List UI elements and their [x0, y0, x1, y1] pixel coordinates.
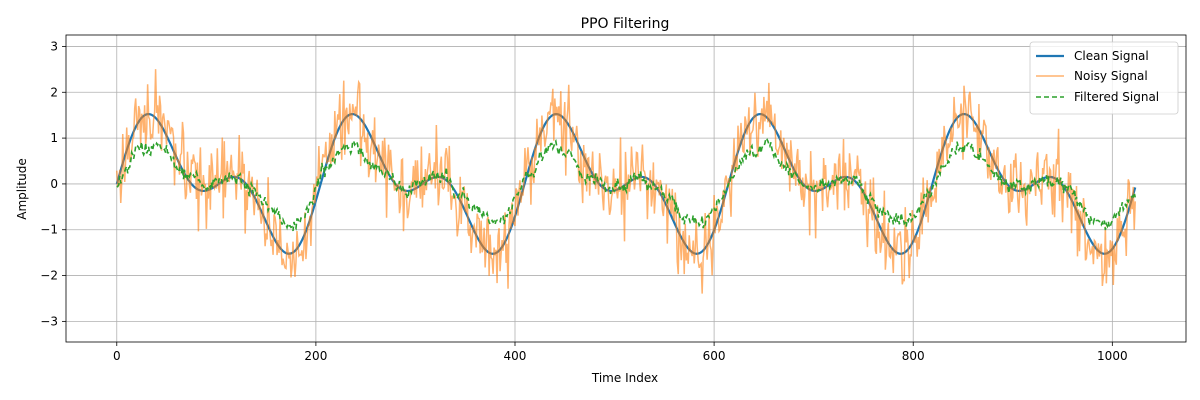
x-axis-label: Time Index	[591, 371, 658, 385]
y-tick-label: 0	[50, 177, 58, 191]
x-tick-label: 0	[113, 349, 121, 363]
chart-title: PPO Filtering	[581, 16, 670, 32]
legend-label-filtered: Filtered Signal	[1074, 90, 1159, 104]
y-tick-label: 2	[50, 85, 58, 99]
y-axis-label: Amplitude	[15, 158, 29, 220]
x-tick-label: 800	[902, 349, 925, 363]
y-tick-label: −3	[40, 314, 58, 328]
x-tick-label: 200	[304, 349, 327, 363]
plot-frame	[65, 34, 1187, 343]
x-tick-label: 600	[703, 349, 726, 363]
x-tick-label: 400	[504, 349, 527, 363]
y-tick-label: 1	[50, 131, 58, 145]
y-tick-label: 3	[50, 39, 58, 53]
legend-label-clean: Clean Signal	[1074, 49, 1149, 63]
legend-box	[1029, 41, 1179, 115]
y-tick-label: −2	[40, 269, 58, 283]
axis-ticks: 0 200 400 600 800 1000 −3 −2 −1 0 1 2 3	[40, 39, 1127, 363]
legend: Clean Signal Noisy Signal Filtered Signa…	[1029, 41, 1179, 115]
series-filtered-signal	[116, 136, 1137, 232]
legend-label-noisy: Noisy Signal	[1074, 69, 1148, 83]
series-noisy-signal	[116, 69, 1136, 294]
y-tick-label: −1	[40, 223, 58, 237]
x-tick-label: 1000	[1097, 349, 1128, 363]
plot-series	[115, 69, 1137, 294]
